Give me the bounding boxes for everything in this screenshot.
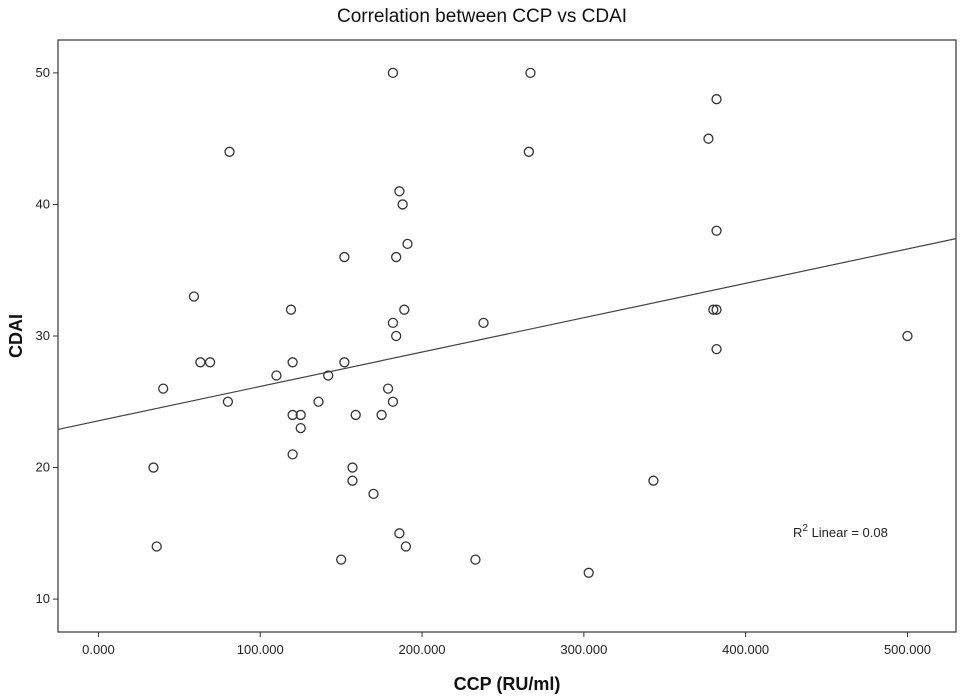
data-point xyxy=(287,409,298,421)
data-point xyxy=(295,422,306,434)
data-point xyxy=(323,370,334,381)
r-squared-annotation: R2 Linear = 0.08 xyxy=(793,523,888,540)
y-tick-label: 30 xyxy=(36,328,50,343)
data-point xyxy=(391,330,402,342)
chart-title: Correlation between CCP vs CDAI xyxy=(337,6,627,27)
data-point xyxy=(397,199,408,210)
data-point xyxy=(648,475,659,486)
data-point xyxy=(204,357,216,368)
r-squared-value: Linear = 0.08 xyxy=(808,525,888,540)
y-axis: 10 20 30 40 50 xyxy=(36,65,58,606)
data-point xyxy=(347,475,358,486)
data-point xyxy=(158,383,169,394)
y-tick-label: 50 xyxy=(36,65,50,80)
data-point xyxy=(347,462,358,473)
x-tick-label: 200.000 xyxy=(399,642,446,657)
data-point xyxy=(287,449,298,460)
data-point xyxy=(583,567,594,578)
data-point xyxy=(525,67,536,79)
data-point xyxy=(523,146,534,157)
data-point xyxy=(394,186,405,197)
x-tick-label: 300.000 xyxy=(560,642,607,657)
data-point xyxy=(287,357,298,368)
y-axis-title: CDAI xyxy=(6,314,26,358)
linear-fit-line xyxy=(57,238,957,430)
data-point xyxy=(195,357,206,368)
data-point xyxy=(387,396,399,407)
data-point xyxy=(400,541,412,552)
data-point xyxy=(478,317,489,328)
data-point xyxy=(376,409,387,421)
data-point xyxy=(339,357,350,368)
x-tick-label: 400.000 xyxy=(722,642,769,657)
data-point xyxy=(387,317,399,328)
x-tick-label: 100.000 xyxy=(237,642,284,657)
data-point xyxy=(368,488,379,500)
x-axis: 0.000 100.000 200.000 300.000 400.000 500.000 xyxy=(82,632,931,657)
data-point xyxy=(708,304,719,315)
data-point xyxy=(151,541,162,552)
data-point xyxy=(711,225,722,236)
data-point xyxy=(148,462,159,473)
r-squared-base: R xyxy=(793,525,802,540)
data-point xyxy=(336,554,347,565)
y-tick-label: 40 xyxy=(36,196,50,211)
data-point xyxy=(350,409,361,421)
data-point xyxy=(224,146,235,157)
data-point xyxy=(271,370,282,381)
y-tick-label: 20 xyxy=(36,460,50,475)
data-point xyxy=(391,251,402,263)
r-squared-superscript: 2 xyxy=(802,523,808,534)
data-point xyxy=(394,528,405,539)
data-point xyxy=(399,304,410,315)
data-point xyxy=(711,344,722,355)
data-point xyxy=(387,67,399,79)
data-point xyxy=(285,304,297,315)
x-tick-label: 500.000 xyxy=(884,642,931,657)
data-point xyxy=(222,396,234,407)
y-tick-label: 10 xyxy=(36,591,50,606)
data-point xyxy=(711,304,722,315)
data-point xyxy=(339,251,350,263)
data-point xyxy=(902,330,913,342)
data-point xyxy=(470,554,481,565)
data-point xyxy=(313,396,324,407)
data-point xyxy=(295,409,306,421)
data-points xyxy=(148,67,913,578)
data-point xyxy=(402,238,413,250)
data-point xyxy=(188,291,200,302)
x-axis-title: CCP (RU/ml) xyxy=(454,674,561,694)
data-point xyxy=(382,383,394,394)
data-point xyxy=(711,94,722,105)
x-tick-label: 0.000 xyxy=(82,642,115,657)
data-point xyxy=(703,133,714,144)
